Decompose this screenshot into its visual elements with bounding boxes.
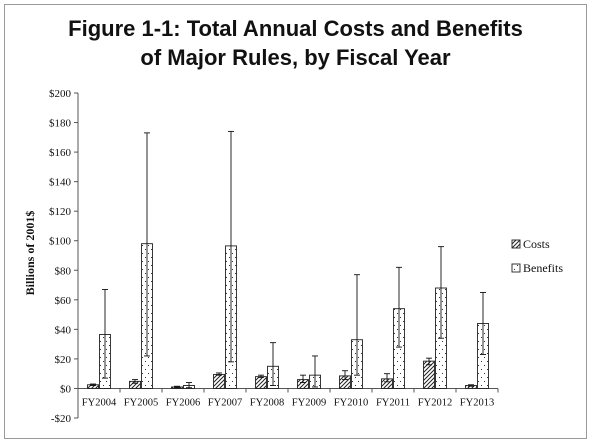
y-tick-label: $60 xyxy=(55,295,72,307)
y-tick-label: $80 xyxy=(55,265,72,277)
x-tick-label: FY2006 xyxy=(166,397,200,408)
x-tick-label: FY2011 xyxy=(376,397,410,408)
chart-title-line-1: Figure 1-1: Total Annual Costs and Benef… xyxy=(68,16,523,41)
y-tick-label: $100 xyxy=(49,236,72,248)
y-tick-label: $160 xyxy=(49,147,72,159)
bar-costs xyxy=(213,373,225,389)
y-tick-label: $140 xyxy=(49,177,72,189)
legend-swatch-costs xyxy=(511,239,521,249)
x-tick-label: FY2010 xyxy=(334,397,368,408)
x-tick-label: FY2008 xyxy=(250,397,284,408)
legend-swatch-benefits xyxy=(511,263,521,273)
bar-costs xyxy=(255,376,267,389)
legend-label-benefits: Benefits xyxy=(523,261,563,275)
chart-title: Figure 1-1: Total Annual Costs and Benef… xyxy=(0,14,591,72)
y-tick-label: -$20 xyxy=(51,413,72,425)
y-tick-label: $120 xyxy=(49,206,72,218)
y-tick-label: $20 xyxy=(55,354,72,366)
y-axis-label: Billions of 2001$ xyxy=(23,211,37,296)
plot-area: -$20 $0 $20 $40 $60 $80 $100 $120 $140 $160 $180 $2… xyxy=(49,88,499,425)
y-tick-label: $40 xyxy=(55,324,72,336)
y-tick-label: $180 xyxy=(49,118,72,130)
x-tick-label: FY2012 xyxy=(418,397,452,408)
y-tick-label: $0 xyxy=(60,383,72,395)
x-tick-label: FY2009 xyxy=(292,397,326,408)
legend: Costs Benefits xyxy=(511,237,563,275)
x-tick-label: FY2013 xyxy=(460,397,494,408)
chart-title-line-2: of Major Rules, by Fiscal Year xyxy=(140,45,451,70)
x-tick-label: FY2004 xyxy=(82,397,117,408)
y-tick-label: $200 xyxy=(49,88,72,100)
x-tick-label: FY2007 xyxy=(208,397,242,408)
legend-label-costs: Costs xyxy=(523,237,550,251)
x-tick-label: FY2005 xyxy=(124,397,158,408)
